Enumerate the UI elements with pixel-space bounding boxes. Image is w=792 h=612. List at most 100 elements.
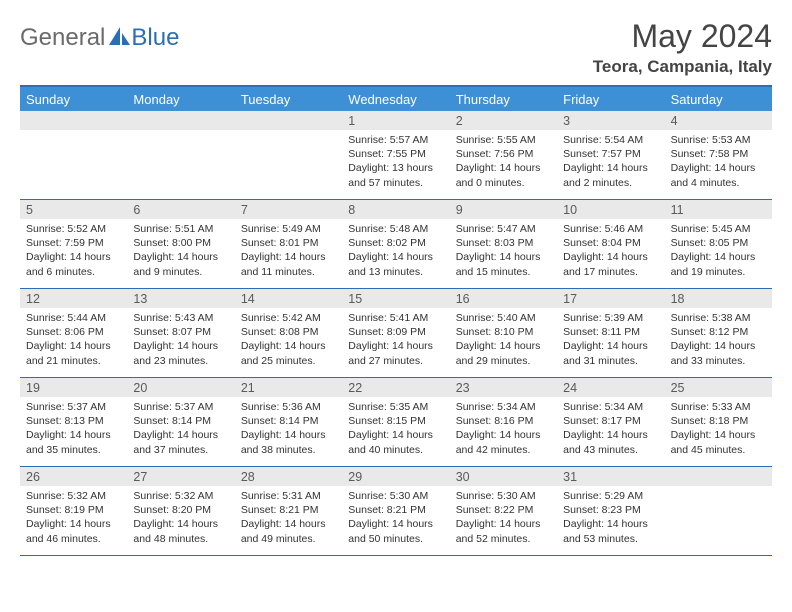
day-cell: 27Sunrise: 5:32 AMSunset: 8:20 PMDayligh… (127, 467, 234, 555)
day-number: 1 (342, 111, 449, 130)
day-number: 24 (557, 378, 664, 397)
day-number: 23 (450, 378, 557, 397)
day-number: 9 (450, 200, 557, 219)
day-cell: 4Sunrise: 5:53 AMSunset: 7:58 PMDaylight… (665, 111, 772, 199)
day-number: 20 (127, 378, 234, 397)
day-number: 18 (665, 289, 772, 308)
location-label: Teora, Campania, Italy (593, 57, 772, 77)
day-details: Sunrise: 5:33 AMSunset: 8:18 PMDaylight:… (665, 397, 772, 461)
day-cell: 26Sunrise: 5:32 AMSunset: 8:19 PMDayligh… (20, 467, 127, 555)
day-details: Sunrise: 5:48 AMSunset: 8:02 PMDaylight:… (342, 219, 449, 283)
day-number: 2 (450, 111, 557, 130)
calendar: SundayMondayTuesdayWednesdayThursdayFrid… (20, 85, 772, 556)
day-details: Sunrise: 5:43 AMSunset: 8:07 PMDaylight:… (127, 308, 234, 372)
day-number: 8 (342, 200, 449, 219)
week-row: 12Sunrise: 5:44 AMSunset: 8:06 PMDayligh… (20, 289, 772, 378)
day-details: Sunrise: 5:30 AMSunset: 8:21 PMDaylight:… (342, 486, 449, 550)
day-cell: 17Sunrise: 5:39 AMSunset: 8:11 PMDayligh… (557, 289, 664, 377)
day-details: Sunrise: 5:31 AMSunset: 8:21 PMDaylight:… (235, 486, 342, 550)
day-details: Sunrise: 5:45 AMSunset: 8:05 PMDaylight:… (665, 219, 772, 283)
day-details: Sunrise: 5:46 AMSunset: 8:04 PMDaylight:… (557, 219, 664, 283)
day-number: 26 (20, 467, 127, 486)
header-row: General Blue May 2024 Teora, Campania, I… (20, 18, 772, 77)
day-cell: 14Sunrise: 5:42 AMSunset: 8:08 PMDayligh… (235, 289, 342, 377)
weekday-header: Wednesday (342, 87, 449, 111)
logo-text-general: General (20, 24, 105, 52)
weekday-header: Thursday (450, 87, 557, 111)
day-details: Sunrise: 5:53 AMSunset: 7:58 PMDaylight:… (665, 130, 772, 194)
day-number: 13 (127, 289, 234, 308)
day-details: Sunrise: 5:30 AMSunset: 8:22 PMDaylight:… (450, 486, 557, 550)
day-number: 22 (342, 378, 449, 397)
day-cell: 18Sunrise: 5:38 AMSunset: 8:12 PMDayligh… (665, 289, 772, 377)
day-details: Sunrise: 5:34 AMSunset: 8:16 PMDaylight:… (450, 397, 557, 461)
day-cell: 13Sunrise: 5:43 AMSunset: 8:07 PMDayligh… (127, 289, 234, 377)
day-number: 27 (127, 467, 234, 486)
weekday-header: Sunday (20, 87, 127, 111)
day-number: 21 (235, 378, 342, 397)
day-number: 5 (20, 200, 127, 219)
day-number: 17 (557, 289, 664, 308)
weeks-container: ...1Sunrise: 5:57 AMSunset: 7:55 PMDayli… (20, 111, 772, 556)
day-cell: 19Sunrise: 5:37 AMSunset: 8:13 PMDayligh… (20, 378, 127, 466)
day-number: 28 (235, 467, 342, 486)
day-details: Sunrise: 5:57 AMSunset: 7:55 PMDaylight:… (342, 130, 449, 194)
day-number: 11 (665, 200, 772, 219)
day-cell: 12Sunrise: 5:44 AMSunset: 8:06 PMDayligh… (20, 289, 127, 377)
weekday-header-row: SundayMondayTuesdayWednesdayThursdayFrid… (20, 87, 772, 111)
day-details: Sunrise: 5:54 AMSunset: 7:57 PMDaylight:… (557, 130, 664, 194)
day-number: . (20, 111, 127, 130)
day-cell: 23Sunrise: 5:34 AMSunset: 8:16 PMDayligh… (450, 378, 557, 466)
day-number: 15 (342, 289, 449, 308)
day-cell: 5Sunrise: 5:52 AMSunset: 7:59 PMDaylight… (20, 200, 127, 288)
day-details: Sunrise: 5:51 AMSunset: 8:00 PMDaylight:… (127, 219, 234, 283)
day-cell: 9Sunrise: 5:47 AMSunset: 8:03 PMDaylight… (450, 200, 557, 288)
logo-text-blue: Blue (131, 24, 179, 52)
day-number: 19 (20, 378, 127, 397)
day-details: Sunrise: 5:40 AMSunset: 8:10 PMDaylight:… (450, 308, 557, 372)
day-cell: 20Sunrise: 5:37 AMSunset: 8:14 PMDayligh… (127, 378, 234, 466)
day-details: Sunrise: 5:41 AMSunset: 8:09 PMDaylight:… (342, 308, 449, 372)
day-cell: 21Sunrise: 5:36 AMSunset: 8:14 PMDayligh… (235, 378, 342, 466)
day-details: Sunrise: 5:37 AMSunset: 8:14 PMDaylight:… (127, 397, 234, 461)
day-details: Sunrise: 5:49 AMSunset: 8:01 PMDaylight:… (235, 219, 342, 283)
day-cell: 3Sunrise: 5:54 AMSunset: 7:57 PMDaylight… (557, 111, 664, 199)
day-details: Sunrise: 5:39 AMSunset: 8:11 PMDaylight:… (557, 308, 664, 372)
day-cell: 24Sunrise: 5:34 AMSunset: 8:17 PMDayligh… (557, 378, 664, 466)
day-number: 31 (557, 467, 664, 486)
day-number: 10 (557, 200, 664, 219)
day-number: 4 (665, 111, 772, 130)
day-cell: . (20, 111, 127, 199)
weekday-header: Friday (557, 87, 664, 111)
week-row: 26Sunrise: 5:32 AMSunset: 8:19 PMDayligh… (20, 467, 772, 556)
day-cell: 10Sunrise: 5:46 AMSunset: 8:04 PMDayligh… (557, 200, 664, 288)
day-cell: 22Sunrise: 5:35 AMSunset: 8:15 PMDayligh… (342, 378, 449, 466)
day-number: 30 (450, 467, 557, 486)
weekday-header: Tuesday (235, 87, 342, 111)
day-details: Sunrise: 5:42 AMSunset: 8:08 PMDaylight:… (235, 308, 342, 372)
day-number: 16 (450, 289, 557, 308)
day-details: Sunrise: 5:29 AMSunset: 8:23 PMDaylight:… (557, 486, 664, 550)
day-number: . (127, 111, 234, 130)
day-details: Sunrise: 5:55 AMSunset: 7:56 PMDaylight:… (450, 130, 557, 194)
day-cell: 6Sunrise: 5:51 AMSunset: 8:00 PMDaylight… (127, 200, 234, 288)
day-details: Sunrise: 5:52 AMSunset: 7:59 PMDaylight:… (20, 219, 127, 283)
day-cell: 28Sunrise: 5:31 AMSunset: 8:21 PMDayligh… (235, 467, 342, 555)
day-cell: . (665, 467, 772, 555)
day-details: Sunrise: 5:32 AMSunset: 8:20 PMDaylight:… (127, 486, 234, 550)
day-cell: 25Sunrise: 5:33 AMSunset: 8:18 PMDayligh… (665, 378, 772, 466)
day-details: Sunrise: 5:36 AMSunset: 8:14 PMDaylight:… (235, 397, 342, 461)
day-number: 25 (665, 378, 772, 397)
day-number: 6 (127, 200, 234, 219)
day-number: . (235, 111, 342, 130)
day-details: Sunrise: 5:44 AMSunset: 8:06 PMDaylight:… (20, 308, 127, 372)
day-details: Sunrise: 5:32 AMSunset: 8:19 PMDaylight:… (20, 486, 127, 550)
day-number: 29 (342, 467, 449, 486)
day-cell: . (235, 111, 342, 199)
month-title: May 2024 (593, 18, 772, 55)
day-cell: 11Sunrise: 5:45 AMSunset: 8:05 PMDayligh… (665, 200, 772, 288)
day-number: 14 (235, 289, 342, 308)
day-number: . (665, 467, 772, 486)
weekday-header: Monday (127, 87, 234, 111)
day-cell: 16Sunrise: 5:40 AMSunset: 8:10 PMDayligh… (450, 289, 557, 377)
